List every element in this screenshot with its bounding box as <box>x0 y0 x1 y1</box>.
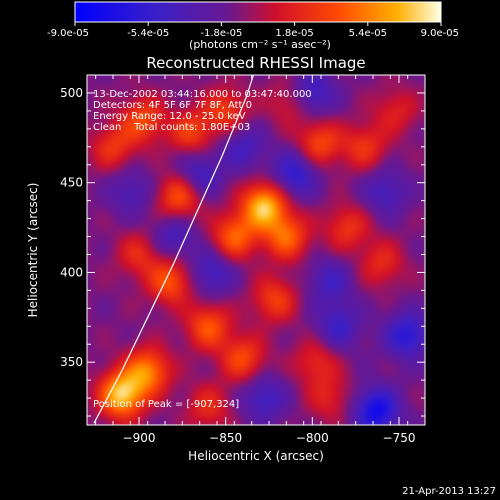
axes: −900 −850 −800 −750 350 400 450 500 <box>60 74 426 445</box>
info-line-detectors: Detectors: 4F 5F 6F 7F 8F, Att 0 <box>93 100 252 111</box>
heatmap-image <box>87 75 425 425</box>
peak-position-label: Position of Peak = [-907,324] <box>93 399 239 410</box>
info-line-energy: Energy Range: 12.0 - 25.0 keV <box>93 111 246 122</box>
y-tick-label: 350 <box>60 355 83 369</box>
chart-title: Reconstructed RHESSI Image <box>146 54 365 72</box>
colorbar-tick-label: 1.8e-05 <box>275 28 313 39</box>
colorbar-ticks: -9.0e-05 -5.4e-05 -1.8e-05 1.8e-05 5.4e-05 9.… <box>47 22 459 39</box>
y-axis-label: Heliocentric Y (arcsec) <box>26 183 40 318</box>
y-tick-label: 500 <box>60 86 83 100</box>
colorbar <box>75 2 441 22</box>
info-line-time: 13-Dec-2002 03:44:16.000 to 03:47:40.000 <box>93 89 312 100</box>
y-tick-label: 400 <box>60 265 83 279</box>
x-tick-label: −800 <box>296 431 329 445</box>
plot-frame <box>86 74 426 426</box>
colorbar-units: (photons cm⁻² s⁻¹ asec⁻²) <box>189 38 331 51</box>
timestamp: 21-Apr-2013 13:27 <box>402 486 496 497</box>
x-axis-label: Heliocentric X (arcsec) <box>188 449 324 463</box>
solar-limb-line <box>93 75 254 424</box>
info-block: 13-Dec-2002 03:44:16.000 to 03:47:40.000… <box>93 89 312 133</box>
colorbar-tick-label: 9.0e-05 <box>421 28 459 39</box>
colorbar-tick-label: 5.4e-05 <box>349 28 387 39</box>
x-tick-label: −750 <box>383 431 416 445</box>
colorbar-tick-label: -9.0e-05 <box>47 28 89 39</box>
info-line-counts: Clean Total counts: 1.80E+03 <box>93 122 250 133</box>
colorbar-tick-label: -5.4e-05 <box>127 28 169 39</box>
x-tick-label: −850 <box>209 431 242 445</box>
colorbar-tick-label: -1.8e-05 <box>200 28 242 39</box>
y-tick-label: 450 <box>60 176 83 190</box>
x-tick-label: −900 <box>123 431 156 445</box>
